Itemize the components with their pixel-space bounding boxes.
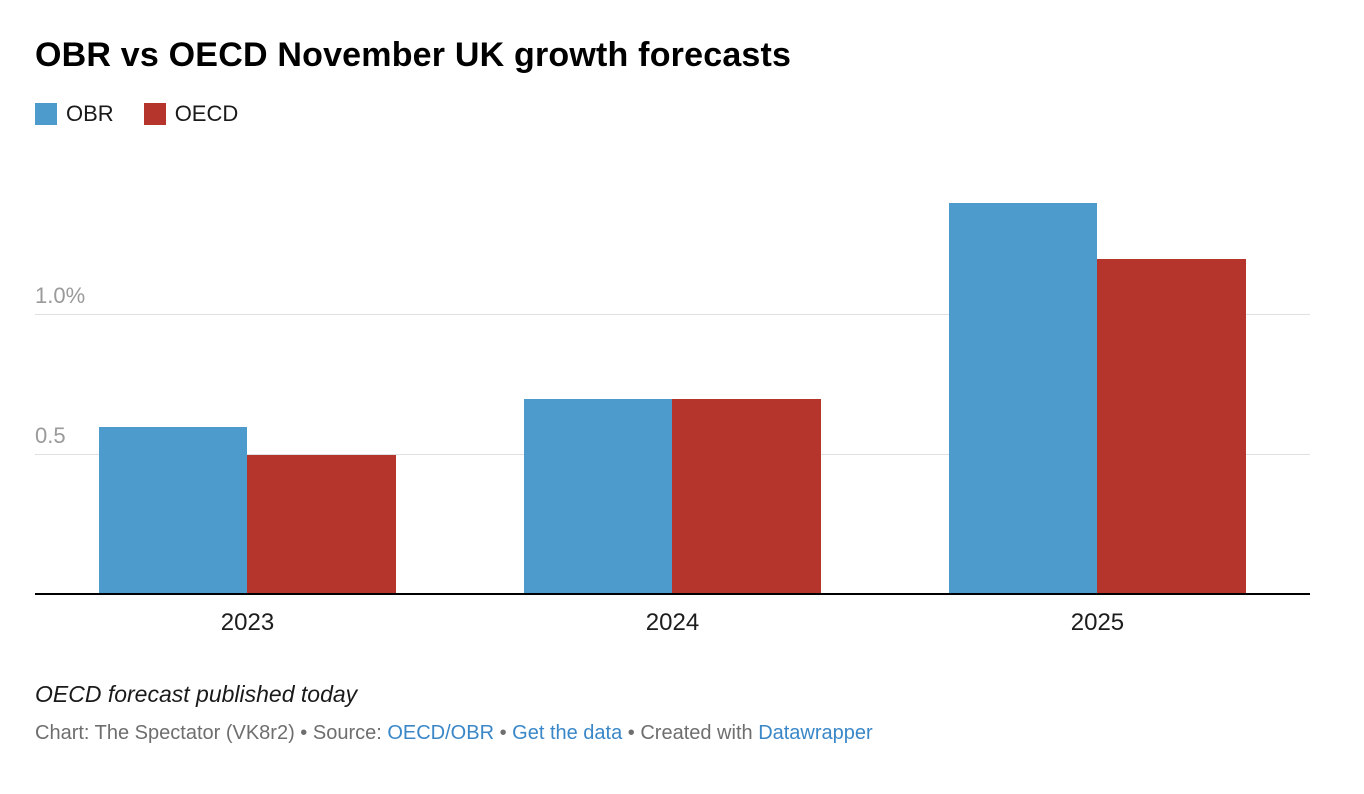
- bars-container: [35, 175, 1310, 595]
- byline-created-with: • Created with: [622, 722, 759, 744]
- x-axis-label-2025: 2025: [1070, 609, 1125, 636]
- datawrapper-link[interactable]: Datawrapper: [758, 722, 873, 744]
- byline-prefix: Chart: The Spectator (VK8r2) • Source:: [35, 722, 388, 744]
- legend-label: OBR: [66, 101, 114, 126]
- plot-area: 0.5 1.0%: [35, 175, 1310, 595]
- bar-oecd-2024[interactable]: [672, 399, 822, 595]
- x-axis-line: [35, 593, 1310, 595]
- legend-label: OECD: [174, 101, 239, 126]
- chart-byline: Chart: The Spectator (VK8r2) • Source: O…: [35, 722, 1310, 745]
- bar-obr-2025[interactable]: [948, 203, 1098, 595]
- get-the-data-link[interactable]: Get the data: [512, 722, 623, 744]
- legend-swatch-obr: [35, 103, 57, 125]
- gridline: [35, 314, 1310, 316]
- chart-note: OECD forecast published today: [35, 681, 358, 707]
- y-axis-tick-label: 1.0%: [35, 283, 86, 309]
- legend-swatch-oecd: [143, 103, 166, 125]
- chart-title: OBR vs OECD November UK growth forecasts: [35, 36, 792, 74]
- y-axis-tick-label: 0.5: [35, 423, 66, 449]
- legend-item-oecd: OECD: [143, 101, 239, 127]
- source-link[interactable]: OECD/OBR: [387, 722, 495, 744]
- x-axis-label-2023: 2023: [220, 609, 275, 636]
- bar-oecd-2025[interactable]: [1097, 259, 1247, 595]
- bar-group-2023: [35, 175, 460, 595]
- x-axis-labels: 2023 2024 2025: [35, 609, 1310, 637]
- byline-separator: •: [494, 722, 513, 744]
- bar-group-2024: [460, 175, 885, 595]
- bar-obr-2024[interactable]: [523, 399, 673, 595]
- bar-group-2025: [885, 175, 1310, 595]
- x-axis-label-2024: 2024: [645, 609, 700, 636]
- legend-item-obr: OBR: [35, 101, 114, 127]
- bar-obr-2023[interactable]: [98, 427, 248, 595]
- bar-oecd-2023[interactable]: [247, 455, 397, 595]
- legend: OBR OECD: [35, 101, 1310, 127]
